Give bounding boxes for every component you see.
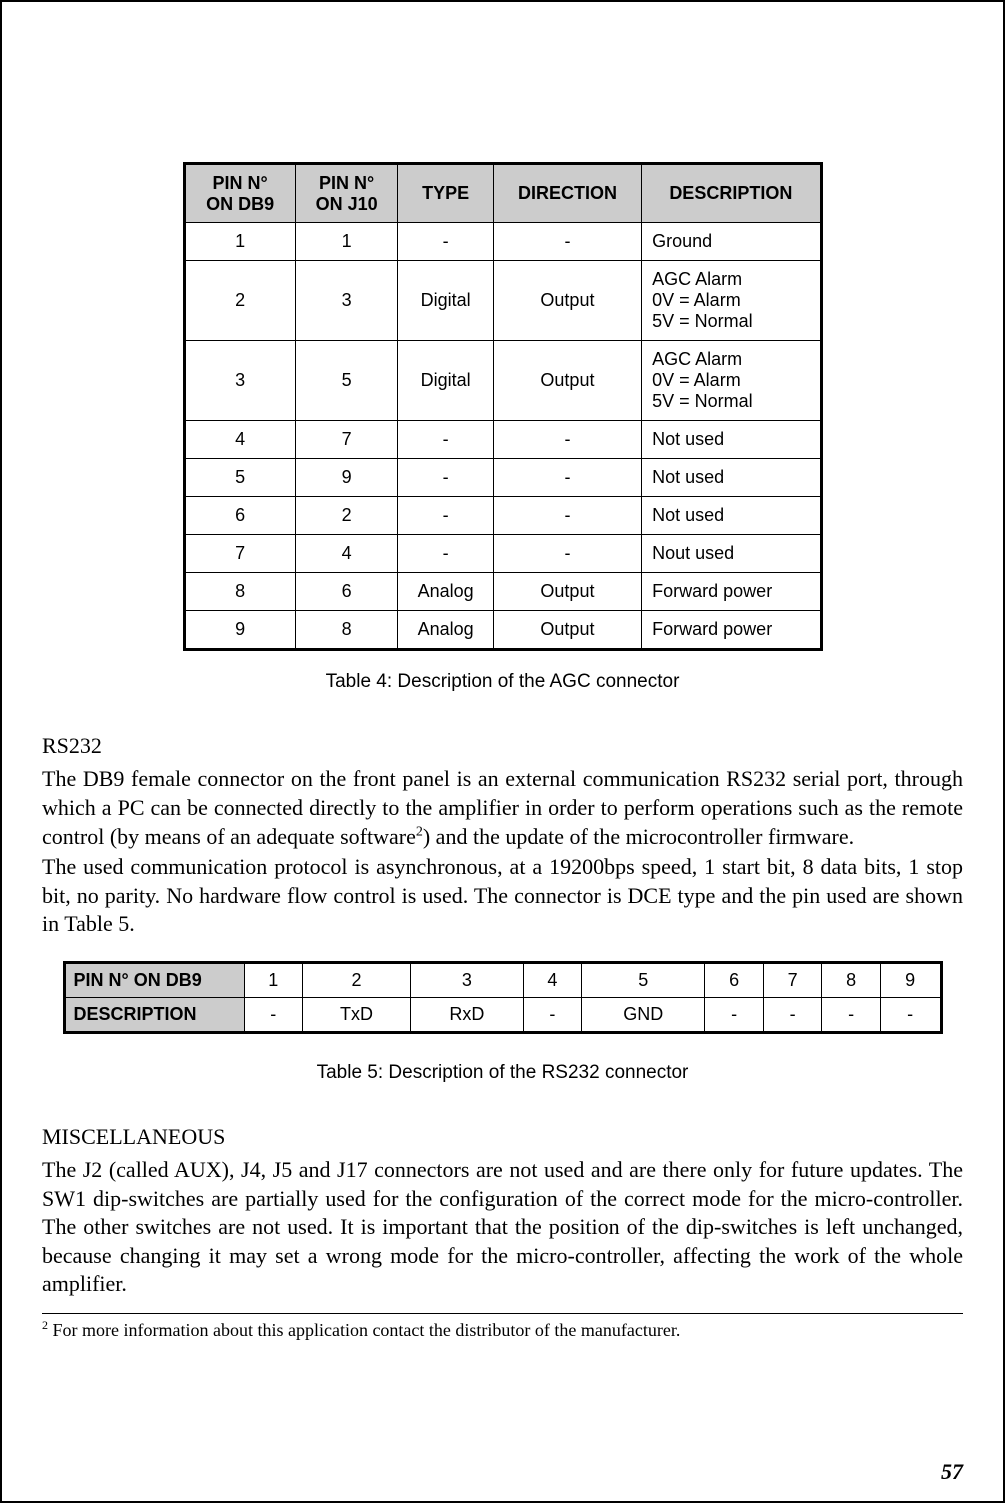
table-cell: - bbox=[705, 997, 763, 1032]
table-cell: 8 bbox=[822, 962, 880, 997]
rs232-paragraph-2: The used communication protocol is async… bbox=[42, 853, 963, 939]
page-number: 57 bbox=[941, 1459, 963, 1485]
table-cell: 3 bbox=[295, 261, 398, 341]
table-cell: AGC Alarm0V = Alarm5V = Normal bbox=[642, 261, 821, 341]
table5-row1-label: PIN N° ON DB9 bbox=[64, 962, 244, 997]
table-cell: Output bbox=[493, 341, 641, 421]
table4-container: PIN N°ON DB9 PIN N°ON J10 TYPE DIRECTION… bbox=[183, 162, 823, 651]
table-cell: - bbox=[398, 223, 493, 261]
table-cell: 5 bbox=[295, 341, 398, 421]
table-cell: 7 bbox=[295, 421, 398, 459]
table-cell: AGC Alarm0V = Alarm5V = Normal bbox=[642, 341, 821, 421]
table-cell: - bbox=[880, 997, 941, 1032]
table-cell: - bbox=[398, 421, 493, 459]
table-cell: 5 bbox=[184, 459, 295, 497]
table-cell: Analog bbox=[398, 573, 493, 611]
table-cell: - bbox=[493, 421, 641, 459]
table-cell: Not used bbox=[642, 497, 821, 535]
table-cell: - bbox=[523, 997, 581, 1032]
table-cell: 5 bbox=[582, 962, 705, 997]
table-cell: 7 bbox=[763, 962, 821, 997]
table-cell: Output bbox=[493, 611, 641, 650]
table4-col-4: DESCRIPTION bbox=[642, 164, 821, 223]
table-cell: 6 bbox=[295, 573, 398, 611]
table-cell: 8 bbox=[184, 573, 295, 611]
table-cell: GND bbox=[582, 997, 705, 1032]
table-cell: 1 bbox=[244, 962, 302, 997]
footnote-text: For more information about this applicat… bbox=[48, 1320, 680, 1340]
table-cell: Analog bbox=[398, 611, 493, 650]
table4-col-1-l1: PIN N°ON J10 bbox=[316, 173, 378, 214]
table-row: 35DigitalOutputAGC Alarm0V = Alarm5V = N… bbox=[184, 341, 821, 421]
table-cell: - bbox=[493, 497, 641, 535]
table-cell: 3 bbox=[411, 962, 524, 997]
table-cell: Output bbox=[493, 261, 641, 341]
table-cell: 1 bbox=[184, 223, 295, 261]
table-cell: RxD bbox=[411, 997, 524, 1032]
table5-container: PIN N° ON DB9123456789 DESCRIPTION-TxDRx… bbox=[63, 961, 943, 1034]
table4-caption: Table 4: Description of the AGC connecto… bbox=[42, 671, 963, 693]
table-cell: - bbox=[493, 535, 641, 573]
table-cell: Digital bbox=[398, 341, 493, 421]
table-cell: 2 bbox=[295, 497, 398, 535]
table5-row2-label: DESCRIPTION bbox=[64, 997, 244, 1032]
table5-caption: Table 5: Description of the RS232 connec… bbox=[42, 1062, 963, 1084]
table4-col-0-l1: PIN N°ON DB9 bbox=[206, 173, 274, 214]
table-cell: 4 bbox=[523, 962, 581, 997]
table-cell: - bbox=[244, 997, 302, 1032]
table-cell: Not used bbox=[642, 459, 821, 497]
table-row: 59--Not used bbox=[184, 459, 821, 497]
table-cell: - bbox=[763, 997, 821, 1032]
table-cell: - bbox=[398, 459, 493, 497]
table-cell: - bbox=[822, 997, 880, 1032]
table-cell: - bbox=[493, 459, 641, 497]
table-row: 11--Ground bbox=[184, 223, 821, 261]
table-cell: 9 bbox=[295, 459, 398, 497]
table-cell: Forward power bbox=[642, 611, 821, 650]
table-cell: Ground bbox=[642, 223, 821, 261]
table-cell: 2 bbox=[302, 962, 410, 997]
table-cell: 8 bbox=[295, 611, 398, 650]
table4-col-3: DIRECTION bbox=[493, 164, 641, 223]
table-cell: Not used bbox=[642, 421, 821, 459]
rs232-para1-after: ) and the update of the microcontroller … bbox=[423, 824, 854, 849]
table-row: 86AnalogOutputForward power bbox=[184, 573, 821, 611]
table-cell: - bbox=[493, 223, 641, 261]
table-cell: 6 bbox=[705, 962, 763, 997]
footnote-ref-2: 2 bbox=[416, 824, 423, 839]
table-cell: 4 bbox=[184, 421, 295, 459]
table4-col-1: PIN N°ON J10 bbox=[295, 164, 398, 223]
table-row: 98AnalogOutputForward power bbox=[184, 611, 821, 650]
table-row: 74--Nout used bbox=[184, 535, 821, 573]
table-cell: 9 bbox=[184, 611, 295, 650]
table-row: 47--Not used bbox=[184, 421, 821, 459]
footnote-rule bbox=[42, 1313, 963, 1314]
table-cell: 2 bbox=[184, 261, 295, 341]
page: PIN N°ON DB9 PIN N°ON J10 TYPE DIRECTION… bbox=[0, 0, 1005, 1503]
table-cell: Forward power bbox=[642, 573, 821, 611]
misc-paragraph: The J2 (called AUX), J4, J5 and J17 conn… bbox=[42, 1156, 963, 1299]
table-cell: Digital bbox=[398, 261, 493, 341]
table4: PIN N°ON DB9 PIN N°ON J10 TYPE DIRECTION… bbox=[183, 162, 823, 651]
table-cell: - bbox=[398, 535, 493, 573]
table4-col-0: PIN N°ON DB9 bbox=[184, 164, 295, 223]
misc-heading: MISCELLANEOUS bbox=[42, 1124, 963, 1150]
table-cell: 7 bbox=[184, 535, 295, 573]
table-cell: 1 bbox=[295, 223, 398, 261]
footnote: 2 For more information about this applic… bbox=[42, 1318, 963, 1341]
table-cell: 4 bbox=[295, 535, 398, 573]
table-cell: 3 bbox=[184, 341, 295, 421]
table-row: 23DigitalOutputAGC Alarm0V = Alarm5V = N… bbox=[184, 261, 821, 341]
table-cell: Nout used bbox=[642, 535, 821, 573]
table-cell: - bbox=[398, 497, 493, 535]
table5: PIN N° ON DB9123456789 DESCRIPTION-TxDRx… bbox=[63, 961, 943, 1034]
rs232-heading: RS232 bbox=[42, 733, 963, 759]
table-cell: TxD bbox=[302, 997, 410, 1032]
table-cell: 9 bbox=[880, 962, 941, 997]
table4-col-2: TYPE bbox=[398, 164, 493, 223]
table-cell: 6 bbox=[184, 497, 295, 535]
table-row: 62--Not used bbox=[184, 497, 821, 535]
table-cell: Output bbox=[493, 573, 641, 611]
rs232-paragraph-1: The DB9 female connector on the front pa… bbox=[42, 765, 963, 851]
